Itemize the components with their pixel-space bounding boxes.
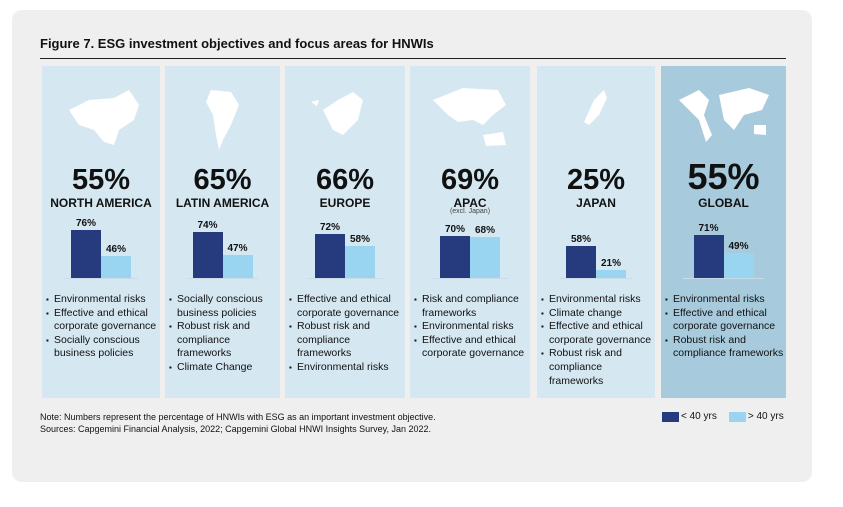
- focus-area-item: Effective and ethical corporate governan…: [289, 293, 403, 320]
- figure-note: Note: Numbers represent the percentage o…: [40, 411, 436, 435]
- focus-area-item: Robust risk and compliance frameworks: [289, 320, 403, 361]
- bar-under40: [440, 235, 470, 278]
- legend: < 40 yrs > 40 yrs: [662, 411, 784, 422]
- region-percentage: 55%: [71, 164, 131, 196]
- region-map-icon: [69, 90, 139, 145]
- bar-under40: [71, 230, 101, 278]
- region-percentage: 65%: [193, 164, 252, 196]
- region-map-icon: [584, 90, 607, 125]
- region-bar-chart: 70% 68%: [410, 216, 530, 279]
- region-bar-chart: 72% 58%: [285, 216, 405, 279]
- bar-over40: [470, 237, 500, 278]
- region-percentage: 66%: [315, 164, 375, 196]
- region-bar-chart: 76% 46%: [42, 216, 160, 279]
- region-map-icon: [311, 92, 363, 135]
- focus-area-item: Effective and ethical corporate governan…: [414, 334, 528, 361]
- region-column-latin-america: 65% LATIN AMERICA 74% 47% Socially consc…: [165, 66, 280, 398]
- bar-over40: [101, 255, 131, 278]
- focus-area-item: Effective and ethical corporate governan…: [541, 320, 653, 347]
- region-name: NORTH AMERICA: [50, 196, 152, 210]
- bar-label-over40: 21%: [600, 258, 621, 269]
- focus-area-item: Robust risk and compliance frameworks: [541, 347, 653, 388]
- legend-label-under40: < 40 yrs: [681, 411, 717, 422]
- focus-area-item: Effective and ethical corporate governan…: [665, 307, 784, 334]
- legend-swatch-under40: [662, 411, 679, 422]
- region-column-japan: 25% JAPAN 58% 21% Environmental risksCli…: [537, 66, 655, 398]
- focus-area-item: Effective and ethical corporate governan…: [46, 307, 158, 334]
- bar-label-under40: 71%: [698, 222, 719, 234]
- bar-label-under40: 74%: [197, 220, 218, 232]
- bar-label-over40: 58%: [349, 233, 370, 245]
- focus-area-item: Environmental risks: [46, 293, 158, 307]
- bar-over40: [345, 245, 375, 278]
- bar-label-over40: 49%: [728, 241, 749, 253]
- bar-baseline: [683, 278, 764, 279]
- region-bar-chart: 71% 49%: [661, 216, 786, 279]
- legend-swatch-over40: [728, 411, 746, 422]
- bar-label-under40: 70%: [444, 223, 465, 235]
- bar-label-over40: 46%: [105, 243, 126, 255]
- focus-area-item: Environmental risks: [414, 320, 528, 334]
- focus-area-item: Robust risk and compliance frameworks: [169, 320, 278, 361]
- bar-baseline: [64, 278, 138, 279]
- region-name: GLOBAL: [698, 196, 749, 210]
- bar-baseline: [307, 278, 383, 279]
- region-column-global: 55% GLOBAL 71% 49% Environmental risksEf…: [661, 66, 786, 398]
- title-divider: [40, 58, 786, 59]
- bar-over40: [596, 270, 626, 278]
- focus-area-item: Environmental risks: [541, 293, 653, 307]
- bar-under40: [315, 233, 345, 278]
- focus-area-list: Socially conscious business policiesRobu…: [169, 293, 278, 375]
- focus-area-list: Risk and compliance frameworksEnvironmen…: [414, 293, 528, 361]
- focus-area-list: Effective and ethical corporate governan…: [289, 293, 403, 375]
- region-name: EUROPE: [319, 196, 371, 210]
- focus-area-item: Robust risk and compliance frameworks: [665, 334, 784, 361]
- bar-label-over40: 68%: [474, 225, 495, 237]
- region-name: APAC: [453, 196, 487, 210]
- region-percentage: 55%: [687, 156, 760, 197]
- bar-label-under40: 58%: [570, 233, 591, 245]
- bar-under40: [693, 234, 724, 278]
- region-name: JAPAN: [576, 196, 616, 210]
- focus-area-item: Environmental risks: [289, 361, 403, 375]
- region-column-apac: 69% APAC(excl. Japan) 70% 68% Risk and c…: [410, 66, 530, 398]
- region-name: LATIN AMERICA: [175, 196, 270, 210]
- sources-text: Sources: Capgemini Financial Analysis, 2…: [40, 424, 432, 434]
- region-map-icon: [678, 88, 769, 142]
- focus-area-item: Risk and compliance frameworks: [414, 293, 528, 320]
- focus-area-item: Climate Change: [169, 361, 278, 375]
- bar-label-over40: 47%: [227, 243, 248, 255]
- legend-label-over40: > 40 yrs: [747, 411, 784, 422]
- bar-label-under40: 72%: [319, 221, 340, 233]
- region-columns: 55% NORTH AMERICA 76% 46% Environmental …: [42, 66, 786, 398]
- bar-over40: [222, 255, 253, 278]
- bar-label-under40: 76%: [75, 218, 96, 230]
- bar-over40: [723, 253, 754, 278]
- bar-baseline: [559, 278, 633, 279]
- figure-title: Figure 7. ESG investment objectives and …: [40, 36, 434, 51]
- focus-area-list: Environmental risksEffective and ethical…: [46, 293, 158, 361]
- bar-baseline: [187, 278, 258, 279]
- focus-area-list: Environmental risksEffective and ethical…: [665, 293, 784, 361]
- region-subtitle: (excl. Japan): [449, 208, 491, 215]
- region-column-europe: 66% EUROPE 72% 58% Effective and ethical…: [285, 66, 405, 398]
- focus-area-item: Socially conscious business policies: [46, 334, 158, 361]
- region-bar-chart: 58% 21%: [537, 216, 655, 279]
- region-column-north-america: 55% NORTH AMERICA 76% 46% Environmental …: [42, 66, 160, 398]
- focus-area-item: Environmental risks: [665, 293, 784, 307]
- focus-area-item: Climate change: [541, 307, 653, 321]
- focus-area-item: Socially conscious business policies: [169, 293, 278, 320]
- region-percentage: 25%: [566, 164, 626, 196]
- note-text: Note: Numbers represent the percentage o…: [40, 412, 436, 422]
- region-map-icon: [433, 88, 506, 146]
- region-map-icon: [205, 90, 239, 150]
- bar-under40: [192, 232, 223, 278]
- focus-area-list: Environmental risksClimate changeEffecti…: [541, 293, 653, 388]
- bar-baseline: [432, 278, 508, 279]
- bar-under40: [566, 245, 596, 278]
- region-bar-chart: 74% 47%: [165, 216, 280, 279]
- region-percentage: 69%: [440, 164, 500, 196]
